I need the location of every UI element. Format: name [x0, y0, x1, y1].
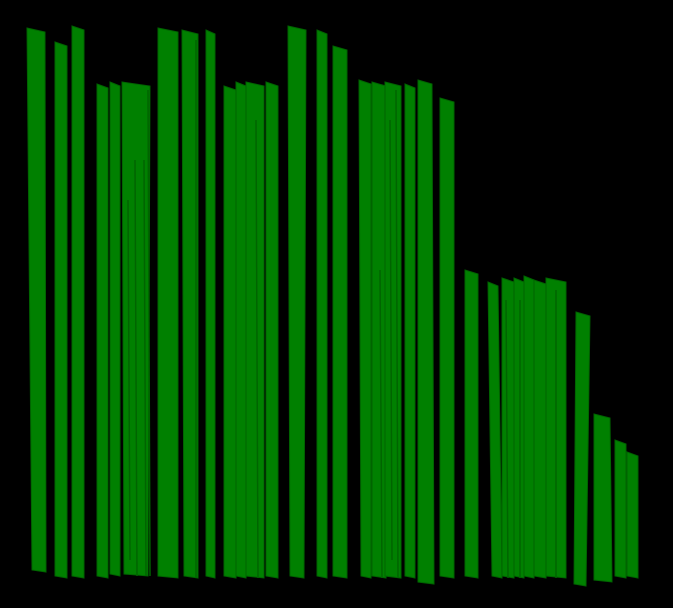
slat-33 [626, 451, 639, 579]
slat-12 [245, 81, 265, 579]
slat-20 [404, 83, 416, 579]
slat-25 [501, 277, 515, 579]
slat-seam-1 [134, 159, 138, 577]
slat-11 [235, 81, 247, 579]
slat-seam-4 [255, 119, 259, 579]
slat-31 [593, 413, 613, 583]
slat-17 [358, 79, 372, 579]
slat-27 [523, 275, 535, 579]
slat-seam-2 [147, 89, 151, 577]
slat-seam-11 [143, 159, 147, 577]
slat-7 [157, 27, 179, 579]
slat-18 [371, 81, 387, 579]
slat-26 [513, 277, 525, 579]
slat-10 [223, 85, 237, 579]
slat-4 [96, 83, 109, 579]
slat-30 [573, 311, 591, 587]
slat-21 [417, 79, 435, 585]
slat-16 [332, 45, 348, 579]
slat-seam-6 [379, 269, 383, 579]
slat-3 [71, 25, 85, 579]
slat-19 [384, 81, 402, 579]
slat-seam-10 [127, 199, 131, 561]
slat-13 [265, 81, 279, 579]
slat-seam-9 [505, 299, 509, 579]
slat-14 [287, 25, 307, 579]
slat-32 [614, 439, 627, 579]
slat-seam-5 [395, 89, 399, 579]
slat-23 [464, 269, 479, 579]
slat-9 [205, 29, 216, 579]
slat-seam-12 [389, 119, 393, 561]
slat-2 [54, 41, 68, 579]
slat-24 [487, 281, 503, 579]
slat-group [26, 25, 639, 587]
slat-5 [109, 81, 121, 577]
slat-15 [316, 29, 328, 579]
slat-1 [26, 27, 47, 573]
slat-8 [181, 29, 199, 579]
slat-28 [533, 279, 547, 579]
slat-22 [439, 97, 455, 579]
